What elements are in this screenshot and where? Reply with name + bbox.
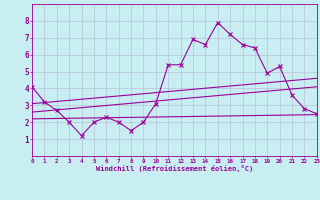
X-axis label: Windchill (Refroidissement éolien,°C): Windchill (Refroidissement éolien,°C) [96,165,253,172]
